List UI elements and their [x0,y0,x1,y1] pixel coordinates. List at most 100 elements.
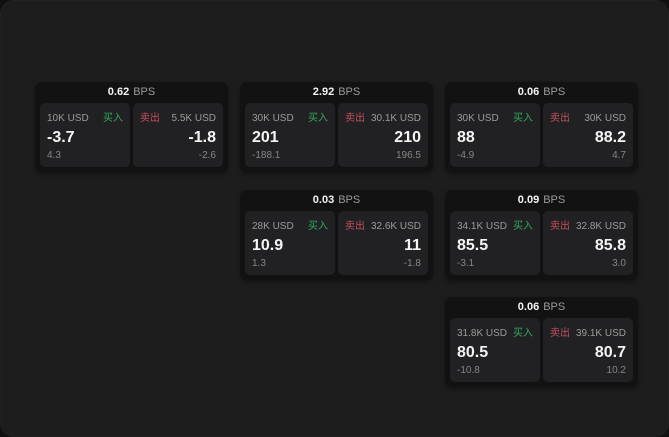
sell-tile[interactable]: 卖出 32.8K USD 85.8 3.0 [543,211,633,275]
quote-card-body: 34.1K USD 买入 85.5 -3.1 卖出 32.8K USD 85.8… [450,211,633,275]
buy-tile[interactable]: 34.1K USD 买入 85.5 -3.1 [450,211,540,275]
buy-size: 28K USD [252,221,294,232]
sell-side-label: 卖出 [345,221,365,232]
buy-delta: 1.3 [252,258,266,269]
sell-delta: 3.0 [612,258,626,269]
buy-size: 30K USD [457,113,499,124]
buy-side-label: 买入 [308,221,328,232]
spread-value: 0.62 [107,86,130,98]
sell-delta: -1.8 [403,258,421,269]
spread-unit: BPS [543,194,566,206]
spread-header: 0.09 BPS [450,190,633,211]
buy-price: -3.7 [47,128,75,146]
buy-tile-header: 30K USD 买入 [457,109,533,124]
sell-price: 210 [394,128,421,146]
spread-header: 0.03 BPS [245,190,428,211]
buy-tile-header: 10K USD 买入 [47,109,123,124]
buy-side-label: 买入 [308,113,328,124]
buy-tile[interactable]: 28K USD 买入 10.9 1.3 [245,211,335,275]
spread-header: 2.92 BPS [245,82,428,103]
sell-tile-header: 卖出 30.1K USD [345,109,421,124]
sell-tile-header: 卖出 30K USD [550,109,626,124]
buy-tile-header: 28K USD 买入 [252,217,328,232]
sell-tile-header: 卖出 32.6K USD [345,217,421,232]
sell-tile-header: 卖出 39.1K USD [550,324,626,339]
spread-value: 0.03 [312,194,335,206]
sell-size: 32.6K USD [370,221,421,232]
sell-tile-header: 卖出 32.8K USD [550,217,626,232]
buy-delta: -188.1 [252,150,281,161]
sell-tile[interactable]: 卖出 32.6K USD 11 -1.8 [338,211,428,275]
spread-unit: BPS [338,86,361,98]
buy-tile-header: 31.8K USD 买入 [457,324,533,339]
spread-value: 0.06 [517,301,540,313]
sell-tile[interactable]: 卖出 39.1K USD 80.7 10.2 [543,318,633,382]
quote-card[interactable]: 0.06 BPS 30K USD 买入 88 -4.9 卖出 30K USD 8… [445,82,638,172]
spread-unit: BPS [543,86,566,98]
buy-side-label: 买入 [513,328,533,339]
sell-size: 30.1K USD [370,113,421,124]
quote-card-body: 28K USD 买入 10.9 1.3 卖出 32.6K USD 11 -1.8 [245,211,428,275]
buy-side-label: 买入 [513,221,533,232]
sell-tile[interactable]: 卖出 30K USD 88.2 4.7 [543,103,633,167]
spread-value: 0.06 [517,86,540,98]
sell-side-label: 卖出 [140,113,160,124]
buy-price: 10.9 [252,236,284,254]
sell-side-label: 卖出 [550,328,570,339]
buy-tile[interactable]: 31.8K USD 买入 80.5 -10.8 [450,318,540,382]
quote-card-body: 10K USD 买入 -3.7 4.3 卖出 5.5K USD -1.8 -2.… [40,103,223,167]
quote-card[interactable]: 0.62 BPS 10K USD 买入 -3.7 4.3 卖出 5.5K USD… [35,82,228,172]
sell-side-label: 卖出 [345,113,365,124]
buy-delta: -10.8 [457,365,480,376]
sell-price: 11 [404,236,421,254]
buy-delta: -3.1 [457,258,475,269]
buy-tile-header: 34.1K USD 买入 [457,217,533,232]
sell-delta: 4.7 [612,150,626,161]
quote-card-body: 31.8K USD 买入 80.5 -10.8 卖出 39.1K USD 80.… [450,318,633,382]
sell-price: 88.2 [594,128,626,146]
buy-price: 201 [252,128,279,146]
quote-card[interactable]: 0.03 BPS 28K USD 买入 10.9 1.3 卖出 32.6K US… [240,190,433,280]
sell-size: 32.8K USD [575,221,626,232]
buy-delta: 4.3 [47,150,61,161]
sell-delta: 10.2 [606,365,626,376]
spread-unit: BPS [543,301,566,313]
sell-side-label: 卖出 [550,221,570,232]
sell-price: -1.8 [188,128,216,146]
sell-delta: 196.5 [395,150,421,161]
spread-unit: BPS [133,86,156,98]
buy-size: 34.1K USD [457,221,508,232]
sell-price: 85.8 [594,236,626,254]
buy-tile[interactable]: 30K USD 买入 88 -4.9 [450,103,540,167]
spread-header: 0.06 BPS [450,82,633,103]
buy-tile[interactable]: 10K USD 买入 -3.7 4.3 [40,103,130,167]
buy-side-label: 买入 [513,113,533,124]
buy-size: 30K USD [252,113,294,124]
sell-size: 30K USD [584,113,626,124]
sell-delta: -2.6 [198,150,216,161]
quote-card-body: 30K USD 买入 201 -188.1 卖出 30.1K USD 210 1… [245,103,428,167]
spread-header: 0.06 BPS [450,297,633,318]
quote-card[interactable]: 0.06 BPS 31.8K USD 买入 80.5 -10.8 卖出 39.1… [445,297,638,387]
spread-header: 0.62 BPS [40,82,223,103]
sell-tile[interactable]: 卖出 5.5K USD -1.8 -2.6 [133,103,223,167]
sell-size: 39.1K USD [575,328,626,339]
sell-tile[interactable]: 卖出 30.1K USD 210 196.5 [338,103,428,167]
quote-card[interactable]: 2.92 BPS 30K USD 买入 201 -188.1 卖出 30.1K … [240,82,433,172]
sell-side-label: 卖出 [550,113,570,124]
buy-price: 85.5 [457,236,489,254]
quote-card-body: 30K USD 买入 88 -4.9 卖出 30K USD 88.2 4.7 [450,103,633,167]
spread-value: 0.09 [517,194,540,206]
sell-tile-header: 卖出 5.5K USD [140,109,216,124]
buy-price: 80.5 [457,343,489,361]
sell-price: 80.7 [594,343,626,361]
buy-size: 31.8K USD [457,328,508,339]
sell-size: 5.5K USD [171,113,216,124]
buy-price: 88 [457,128,475,146]
buy-delta: -4.9 [457,150,475,161]
quote-card[interactable]: 0.09 BPS 34.1K USD 买入 85.5 -3.1 卖出 32.8K… [445,190,638,280]
spread-value: 2.92 [312,86,335,98]
buy-tile[interactable]: 30K USD 买入 201 -188.1 [245,103,335,167]
buy-side-label: 买入 [103,113,123,124]
